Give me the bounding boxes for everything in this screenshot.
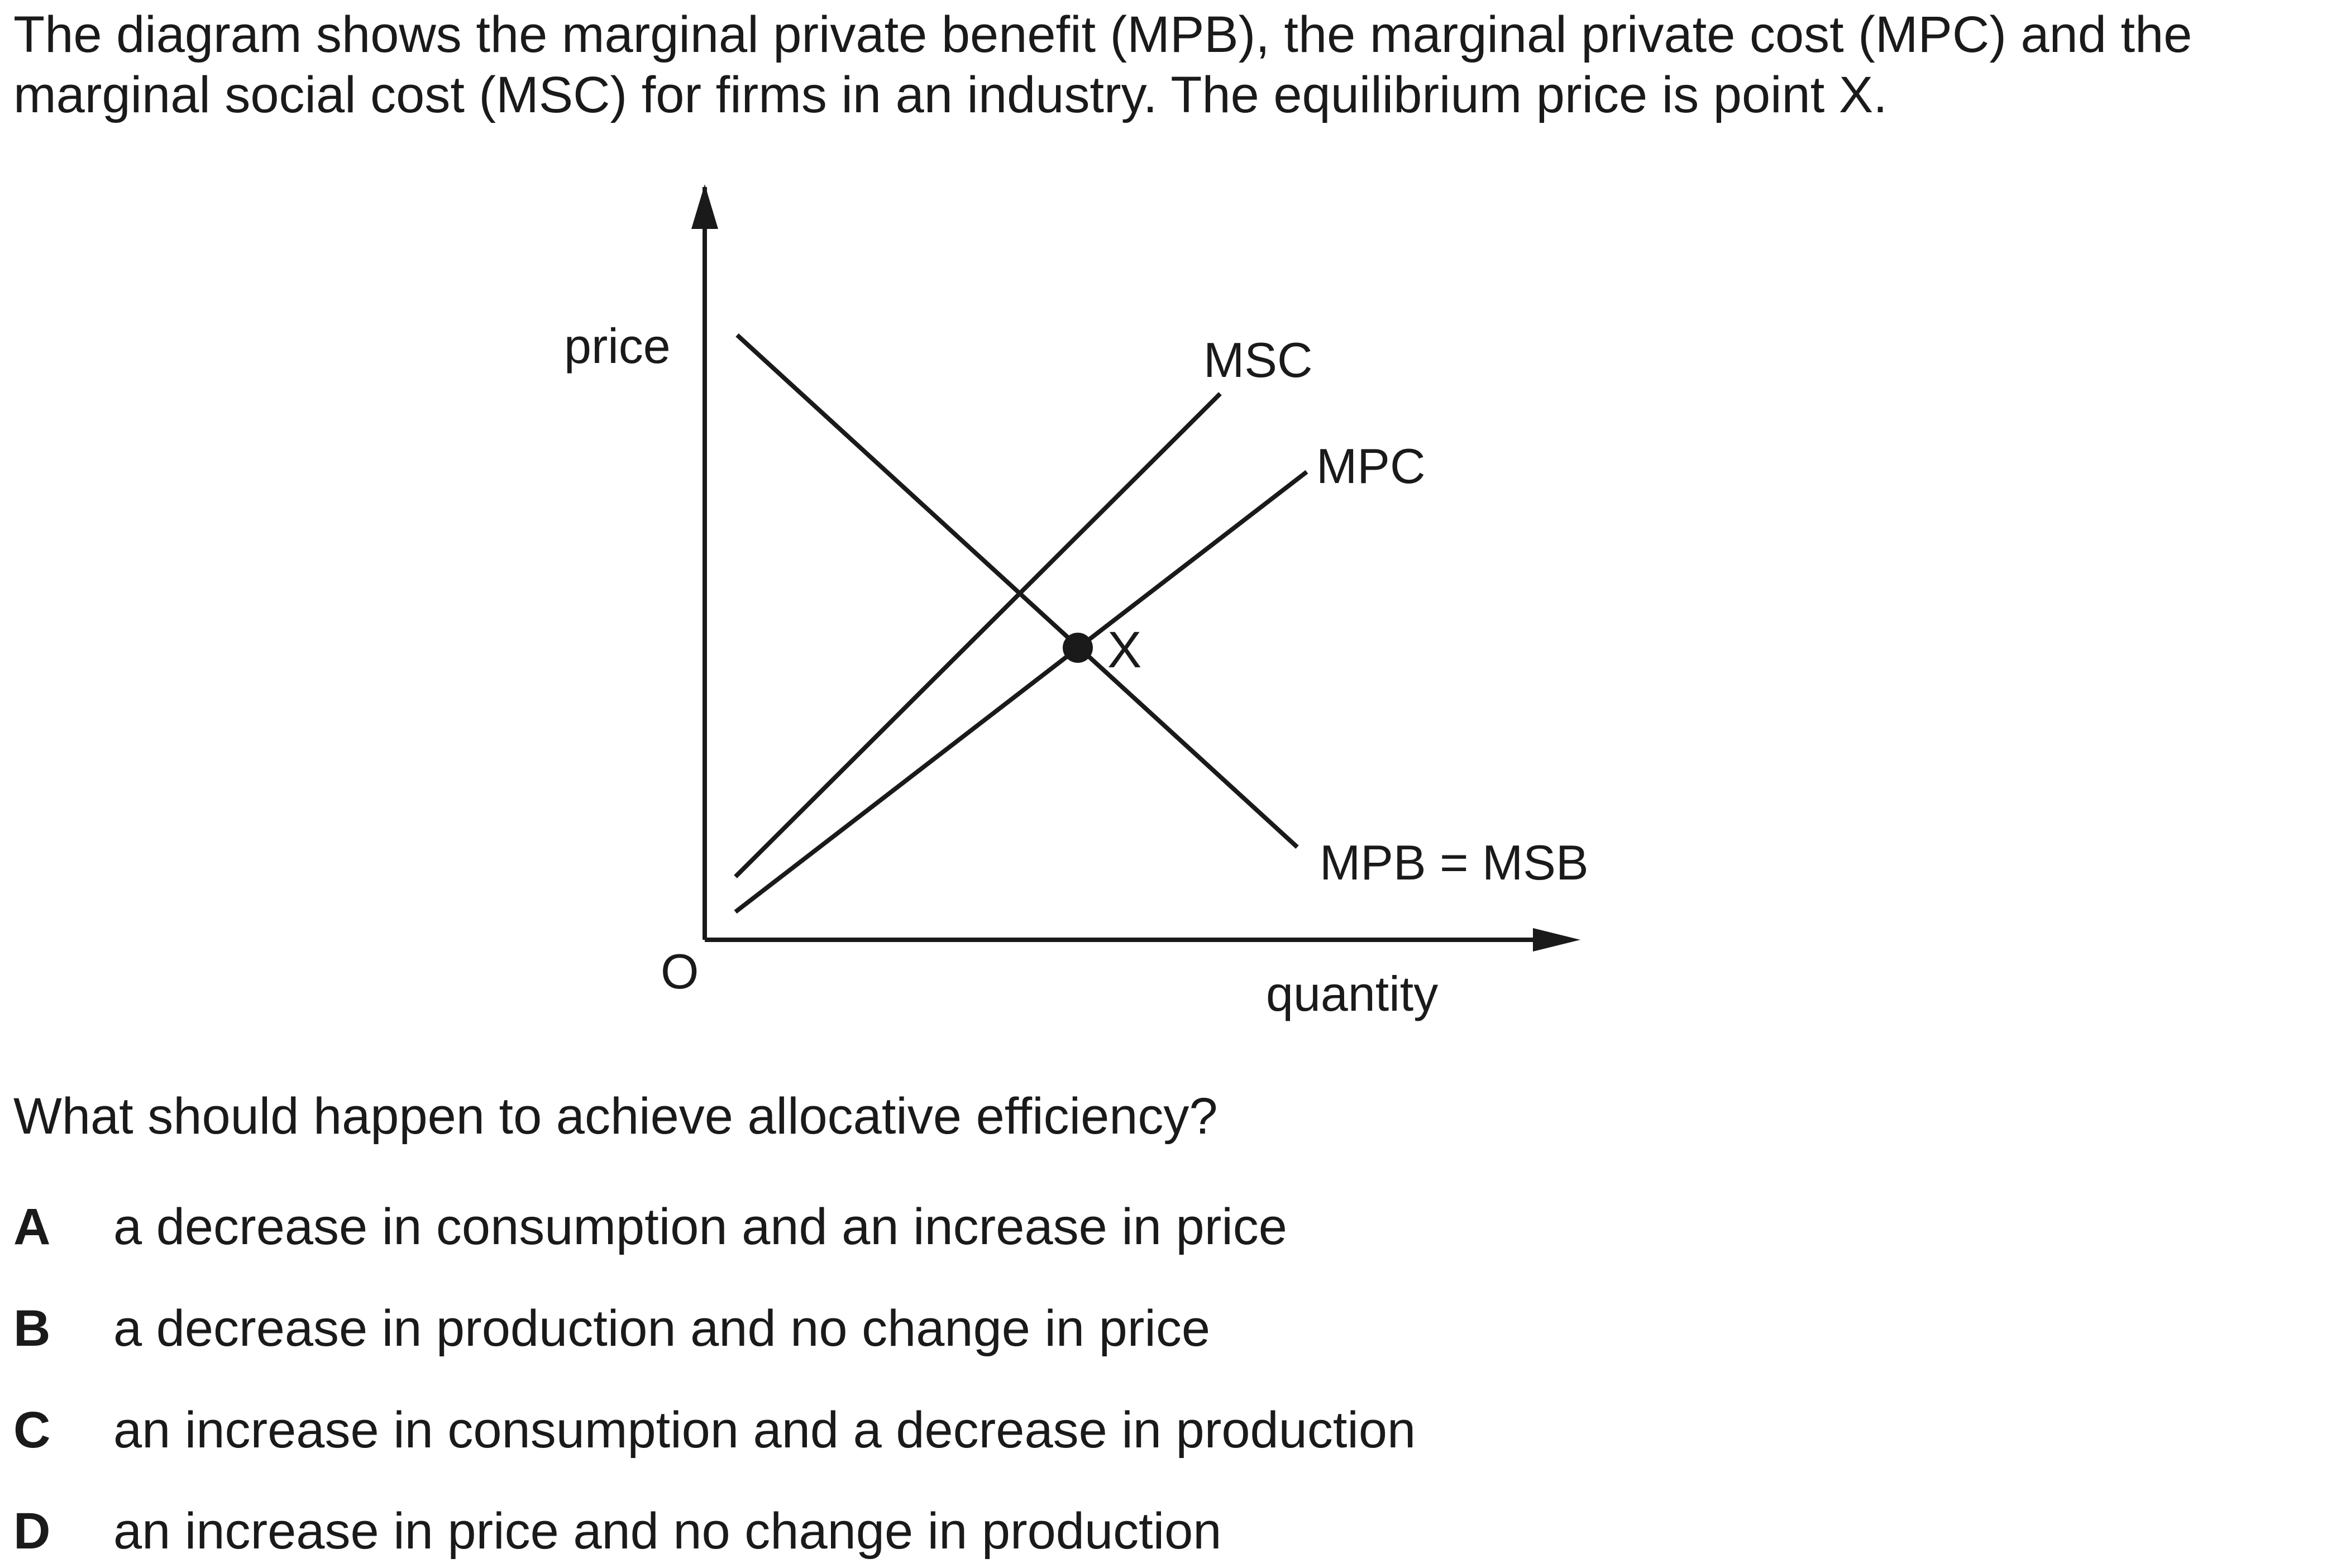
mpc-label: MPC (1316, 438, 1426, 494)
origin-label: O (661, 944, 699, 999)
option-letter: A (13, 1198, 51, 1255)
point-x-label: X (1107, 622, 1141, 678)
option-letter: D (13, 1503, 51, 1560)
y-axis-label: price (564, 318, 671, 374)
option-text: a decrease in production and no change i… (113, 1300, 1211, 1357)
mpb-curve (735, 333, 1299, 849)
intro-line-1: The diagram shows the marginal private b… (13, 6, 2192, 63)
intro-line-2: marginal social cost (MSC) for firms in … (13, 66, 1888, 123)
option-text: a decrease in consumption and an increas… (113, 1198, 1287, 1255)
question-intro: The diagram shows the marginal private b… (13, 4, 2303, 125)
msc-curve (734, 392, 1222, 878)
equilibrium-point-x (1063, 633, 1093, 663)
option-text: an increase in consumption and a decreas… (113, 1402, 1416, 1459)
option-letter: C (13, 1402, 51, 1459)
question-text: What should happen to achieve allocative… (13, 1088, 1218, 1145)
mpc-curve (734, 470, 1308, 914)
x-axis-arrow (1533, 928, 1580, 952)
option-text: an increase in price and no change in pr… (113, 1503, 1222, 1560)
x-axis-label: quantity (1266, 966, 1438, 1021)
msc-label: MSC (1203, 332, 1313, 388)
option-letter: B (13, 1300, 51, 1357)
y-axis-arrow (691, 184, 718, 229)
mpb-label: MPB = MSB (1320, 835, 1589, 890)
